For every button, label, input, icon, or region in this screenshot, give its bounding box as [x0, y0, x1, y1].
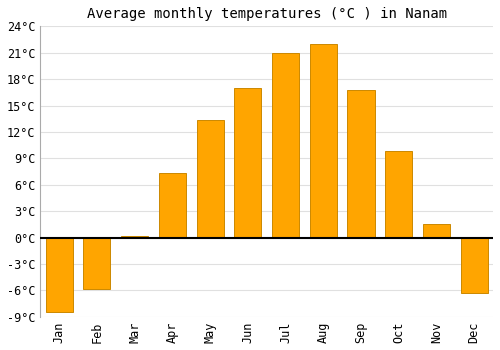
Bar — [460, 238, 488, 293]
Bar — [121, 236, 148, 238]
Bar — [46, 238, 73, 313]
Bar — [385, 151, 412, 238]
Title: Average monthly temperatures (°C ) in Nanam: Average monthly temperatures (°C ) in Na… — [86, 7, 446, 21]
Bar — [84, 238, 110, 289]
Bar — [310, 44, 337, 238]
Bar — [159, 173, 186, 238]
Bar — [348, 90, 374, 238]
Bar — [272, 53, 299, 238]
Bar — [234, 88, 262, 238]
Bar — [196, 120, 224, 238]
Bar — [423, 224, 450, 238]
